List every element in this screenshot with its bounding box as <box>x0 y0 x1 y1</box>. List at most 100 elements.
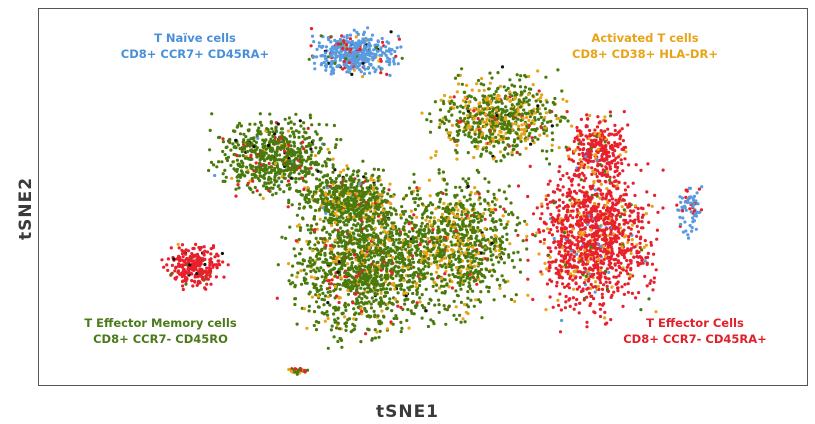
cell-point <box>544 111 548 115</box>
cell-point <box>282 146 286 150</box>
cell-point <box>261 196 265 200</box>
cell-point <box>525 247 529 251</box>
cell-point <box>554 246 558 250</box>
cell-point <box>380 67 384 71</box>
cell-point <box>420 303 424 308</box>
cell-point <box>340 244 344 248</box>
cell-point <box>323 246 327 250</box>
cell-point <box>331 50 335 54</box>
cell-point <box>510 151 514 155</box>
cell-point <box>610 197 615 201</box>
cell-point <box>433 256 437 260</box>
cell-point <box>429 211 434 215</box>
cell-point <box>312 310 317 314</box>
cell-point <box>298 151 302 155</box>
cell-point <box>232 152 236 157</box>
cell-point <box>440 212 444 216</box>
cell-point <box>377 237 381 241</box>
cell-point <box>321 260 325 264</box>
cell-point <box>424 309 428 313</box>
cell-point <box>325 310 329 314</box>
cell-point <box>504 115 508 120</box>
cell-point <box>309 147 313 151</box>
cell-point <box>384 261 388 265</box>
cell-point <box>522 130 527 135</box>
cell-point <box>407 186 412 190</box>
cell-point <box>361 200 366 204</box>
cell-point <box>439 258 444 262</box>
cell-point <box>416 204 420 208</box>
cell-point <box>491 211 495 215</box>
cell-point <box>450 113 454 117</box>
cell-point <box>452 225 456 229</box>
cell-point <box>396 291 400 295</box>
cell-point <box>265 157 269 161</box>
cell-point <box>437 171 441 175</box>
cell-point <box>533 135 537 139</box>
cell-point <box>258 120 263 124</box>
cell-point <box>309 166 313 170</box>
cell-point <box>410 190 414 194</box>
cell-point <box>269 170 273 174</box>
cell-point <box>373 70 377 74</box>
cell-point <box>309 27 314 31</box>
cell-point <box>332 206 336 210</box>
cell-point <box>342 235 346 239</box>
cell-point <box>434 289 438 293</box>
cell-point <box>360 312 364 316</box>
cell-point <box>294 112 298 116</box>
cell-point <box>275 149 279 154</box>
cell-point <box>343 243 348 247</box>
cell-point <box>494 219 498 224</box>
cell-point <box>412 273 416 277</box>
cell-point <box>389 213 393 217</box>
cell-point <box>481 279 485 283</box>
cell-point <box>456 223 460 227</box>
cell-point <box>560 89 564 93</box>
cell-point <box>527 134 531 138</box>
cell-point <box>293 285 297 289</box>
cell-point <box>514 229 518 233</box>
cell-point <box>425 271 430 275</box>
cell-point <box>258 148 262 152</box>
cell-point <box>454 289 458 293</box>
cell-point <box>384 234 388 238</box>
cell-point <box>335 294 339 298</box>
cell-point <box>527 118 531 123</box>
cell-point <box>492 196 497 200</box>
cell-point <box>331 165 335 170</box>
cell-point <box>442 201 446 206</box>
cell-point <box>453 195 457 199</box>
cell-point <box>478 196 482 200</box>
cell-point <box>483 198 487 202</box>
cell-point <box>445 283 449 287</box>
cell-point <box>318 146 322 150</box>
cell-point <box>517 112 521 116</box>
cell-point <box>461 317 465 321</box>
cell-point <box>480 258 484 262</box>
cell-point <box>479 242 483 246</box>
cell-point <box>367 41 371 46</box>
cell-point <box>388 182 392 186</box>
cell-point <box>361 283 365 287</box>
cell-point <box>242 142 246 146</box>
cell-point <box>319 34 323 38</box>
cell-point <box>370 196 374 200</box>
cell-point <box>458 185 462 189</box>
cell-point <box>531 83 535 87</box>
cell-point <box>246 168 250 172</box>
cell-point <box>351 248 355 252</box>
cell-point <box>354 274 358 278</box>
cell-point <box>401 227 405 231</box>
cell-point <box>259 132 263 136</box>
cell-point <box>435 241 440 245</box>
cell-point <box>505 96 510 100</box>
cell-point <box>560 115 564 119</box>
cell-point <box>410 300 415 304</box>
cell-point <box>321 268 325 272</box>
cell-point <box>393 49 397 54</box>
cell-point <box>262 163 266 167</box>
cell-point <box>465 199 469 203</box>
cell-point <box>364 213 368 217</box>
cell-point <box>349 47 353 52</box>
